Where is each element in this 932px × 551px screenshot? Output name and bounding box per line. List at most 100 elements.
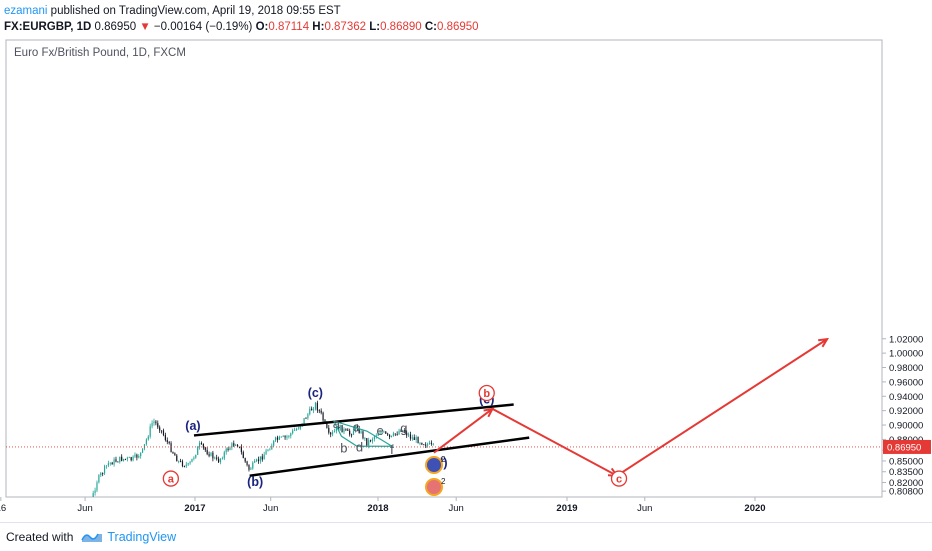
wave-label: a (168, 474, 175, 486)
candle-body (409, 434, 412, 439)
candle-body (411, 437, 413, 439)
open-value: 0.87114 (268, 21, 310, 33)
candle-body (255, 459, 258, 461)
channel-lower-line (249, 436, 530, 477)
projection-path (433, 338, 828, 477)
candle-body (339, 425, 341, 431)
candle-body (128, 457, 130, 458)
candle-body (187, 463, 189, 465)
author-link[interactable]: ezamani (4, 5, 48, 17)
candle-body (305, 418, 307, 419)
candle-body (198, 442, 201, 448)
candle-body (423, 444, 425, 446)
candle-body (140, 452, 142, 457)
price-chart[interactable]: Euro Fx/British Pound, 1D, FXCM 1.02000 1.… (0, 36, 932, 522)
wave-label: c (616, 474, 622, 486)
subwave-label: b (340, 440, 347, 455)
publish-line: ezamani published on TradingView.com, Ap… (4, 3, 924, 19)
candle-body (216, 457, 218, 459)
candle-body (426, 444, 429, 446)
candle-body (200, 442, 203, 445)
candle-body (92, 493, 94, 497)
candle-body (356, 425, 358, 429)
event-marker-count: 2 (441, 455, 446, 464)
tradingview-logo-icon[interactable] (81, 531, 103, 543)
candle-body (231, 443, 233, 448)
candle-body (273, 440, 275, 446)
candle-body (400, 430, 402, 432)
candle-body (392, 433, 394, 436)
candle-body (225, 448, 227, 453)
x-tick-label: 2017 (184, 503, 205, 514)
symbol-label: FX:EURGBP, 1D (4, 21, 92, 33)
price-series (47, 400, 434, 509)
candle-body (328, 427, 330, 433)
candle-body (421, 442, 423, 445)
candle-body (124, 458, 127, 460)
candle-body (377, 433, 379, 436)
candle-body (428, 442, 431, 445)
candle-body (371, 439, 374, 442)
candle-body (413, 437, 415, 440)
chart-title: Euro Fx/British Pound, 1D, FXCM (14, 47, 186, 59)
candle-body (309, 408, 311, 415)
candle-body (160, 430, 163, 432)
candle-body (164, 435, 166, 441)
subwave-label: a (333, 416, 341, 431)
candle-body (379, 432, 381, 434)
candle-body (143, 444, 146, 449)
candle-body (290, 433, 292, 437)
candle-body (349, 430, 351, 435)
close-value: 0.86950 (437, 21, 479, 33)
candle-body (159, 427, 161, 431)
candle-body (122, 458, 125, 461)
projection-arrowhead (483, 407, 495, 418)
y-tick-label: 0.92000 (889, 406, 923, 417)
candle-body (134, 454, 136, 457)
subwave-label: g (400, 420, 407, 435)
x-tick-label: 16 (0, 503, 6, 514)
candle-body (330, 432, 332, 435)
candle-body (398, 430, 400, 435)
candle-body (316, 402, 318, 411)
y-tick-label: 0.96000 (889, 377, 923, 388)
candle-body (364, 438, 366, 439)
candle-body (417, 437, 419, 444)
candle-body (221, 458, 223, 460)
candle-body (311, 408, 313, 411)
candle-body (335, 427, 337, 432)
candle-body (366, 438, 368, 446)
wave-circle (162, 470, 180, 487)
candle-body (149, 426, 151, 437)
candle-body (153, 421, 155, 424)
candle-body (387, 433, 389, 435)
publish-info: published on TradingView.com, April 19, … (50, 5, 341, 17)
y-tick-label: 0.80800 (889, 487, 923, 498)
candle-body (53, 506, 54, 508)
candle-body (293, 430, 296, 432)
candle-body (210, 452, 212, 457)
candle-body (331, 432, 334, 435)
candle-body (111, 462, 113, 465)
tradingview-brand[interactable]: TradingView (107, 530, 177, 544)
last-price: 0.86950 (94, 21, 137, 33)
candle-body (286, 436, 288, 438)
candle-body (406, 432, 408, 436)
low-value: 0.86890 (380, 21, 422, 33)
candle-body (229, 447, 231, 451)
candle-body (350, 434, 353, 436)
y-tick-label: 0.82000 (889, 478, 923, 489)
candle-body (147, 436, 149, 440)
candle-body (96, 482, 98, 491)
candle-body (185, 464, 187, 467)
down-arrow-icon: ▼ (139, 21, 151, 33)
candle-body (407, 434, 410, 436)
candle-body (269, 449, 271, 451)
candle-body (299, 425, 301, 429)
high-label: H: (312, 21, 325, 33)
candle-body (204, 447, 206, 451)
candle-body (246, 461, 248, 465)
candle-body (369, 440, 372, 442)
candle-body (47, 508, 48, 509)
candle-body (197, 447, 199, 455)
